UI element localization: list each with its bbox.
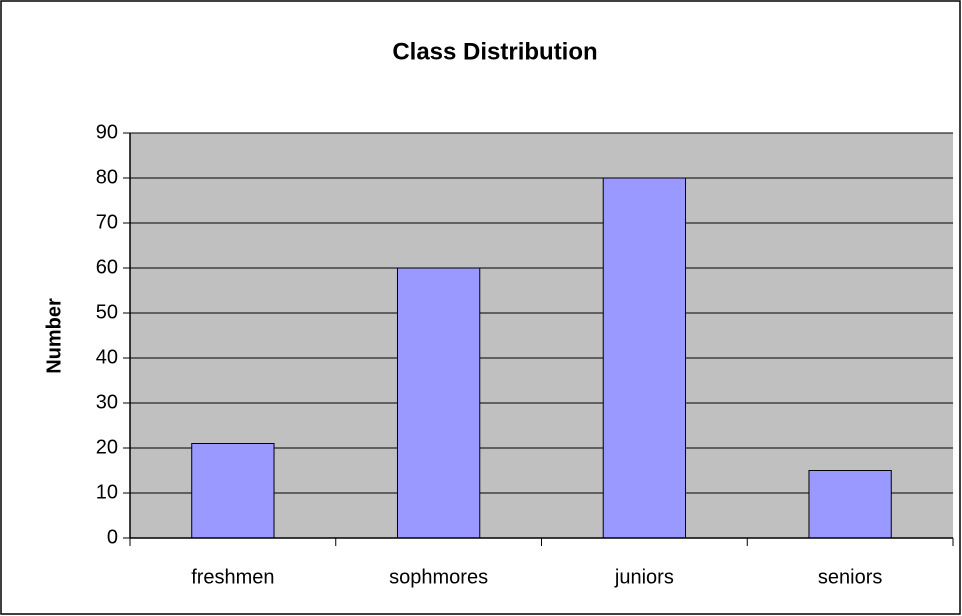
y-tick-label: 60 [96,256,118,278]
y-tick-label: 30 [96,391,118,413]
y-tick-label: 10 [96,481,118,503]
y-tick-label: 70 [96,211,118,233]
bar [396,267,481,539]
y-tick-label: 80 [96,166,118,188]
bar [602,177,687,539]
chart-title: Class Distribution [392,38,597,65]
y-tick-label: 0 [107,526,118,548]
bar [808,470,892,539]
y-tick-label: 50 [96,301,118,323]
y-tick-label: 90 [96,121,118,143]
x-tick-label: juniors [614,566,674,588]
x-tick-label: sophmores [389,566,488,588]
y-axis-title: Number [43,298,65,374]
x-tick-label: seniors [818,566,882,588]
bar [191,443,275,539]
y-tick-label: 20 [96,436,118,458]
x-tick-label: freshmen [191,566,274,588]
y-tick-label: 40 [96,346,118,368]
